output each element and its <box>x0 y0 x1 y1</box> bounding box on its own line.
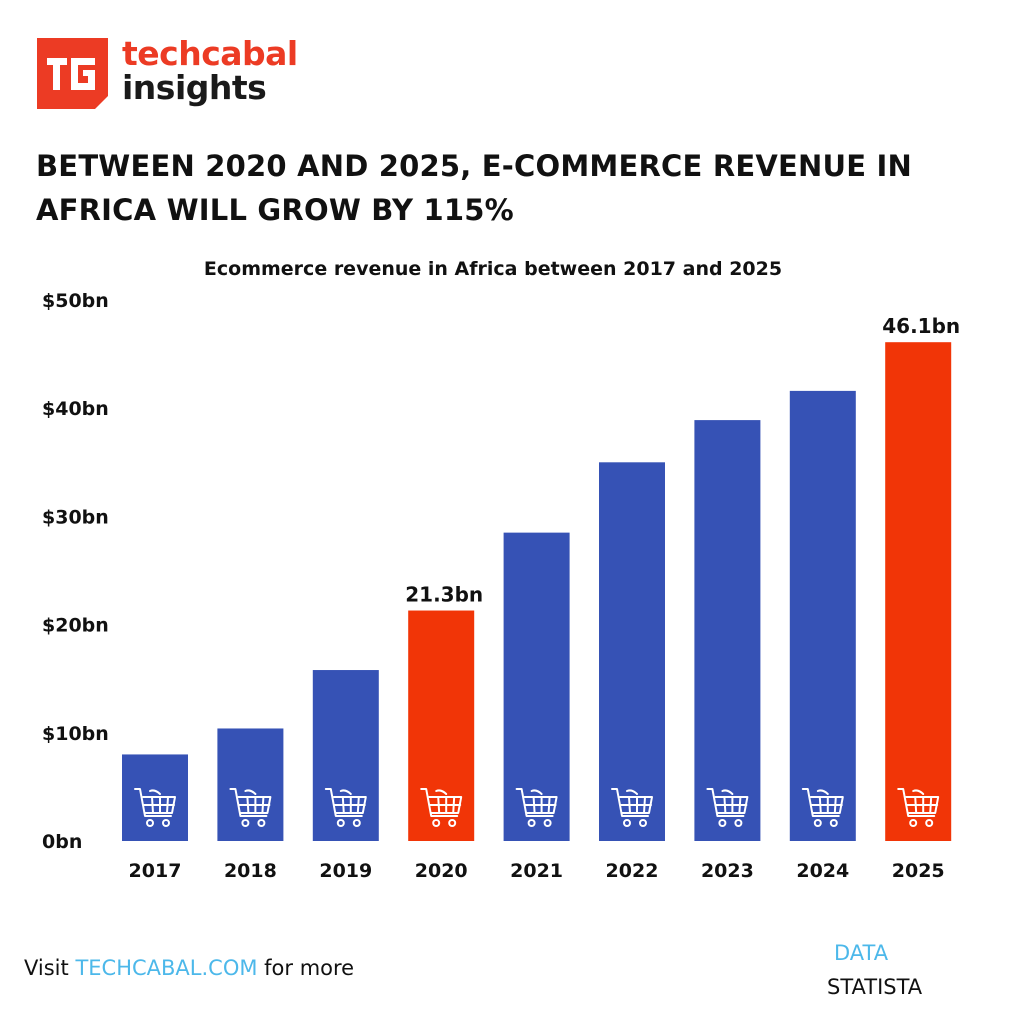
brand-name-bottom: insights <box>122 68 267 107</box>
shopping-cart-icon <box>611 788 653 827</box>
footer-more-text: for more <box>257 956 355 980</box>
brand-name-top: techcabal <box>122 34 298 73</box>
x-tick-label: 2018 <box>224 860 277 882</box>
footer-visit-text: Visit <box>24 956 76 980</box>
x-tick-label: 2019 <box>319 860 372 882</box>
chart-title: Ecommerce revenue in Africa between 2017… <box>204 258 782 280</box>
bar <box>503 532 570 841</box>
bar <box>408 610 475 841</box>
y-tick-label: $30bn <box>42 506 109 528</box>
shopping-cart-icon <box>897 788 940 827</box>
headline: BETWEEN 2020 AND 2025, E-COMMERCE REVENU… <box>36 149 912 227</box>
x-tick-label: 2022 <box>606 860 659 882</box>
footer-cta: Visit TECHCABAL.COM for more <box>24 956 354 980</box>
x-tick-label: 2025 <box>892 860 945 882</box>
x-tick-label: 2023 <box>701 860 754 882</box>
source-name: STATISTA <box>827 975 923 999</box>
shopping-cart-icon <box>515 788 558 827</box>
shopping-cart-icon <box>324 788 367 827</box>
bar <box>599 462 665 841</box>
y-tick-label: $40bn <box>42 398 109 420</box>
x-tick-label: 2020 <box>415 860 468 882</box>
bar <box>885 342 952 841</box>
brand-logo: techcabal insights <box>37 34 337 112</box>
x-tick-label: 2017 <box>129 860 182 882</box>
x-tick-label: 2024 <box>796 860 849 882</box>
shopping-cart-icon <box>134 788 176 827</box>
y-tick-label: $10bn <box>42 723 109 745</box>
source-label: DATA <box>834 941 889 965</box>
y-tick-label: $50bn <box>42 290 109 312</box>
x-tick-label: 2021 <box>510 860 563 882</box>
techcabal-logo-icon <box>37 38 108 109</box>
shopping-cart-icon <box>420 788 463 827</box>
shopping-cart-icon <box>229 788 272 827</box>
y-tick-label: $20bn <box>42 615 109 637</box>
bar <box>217 728 284 841</box>
shopping-cart-icon <box>706 788 749 827</box>
y-tick-label: 0bn <box>42 831 82 853</box>
bar <box>789 390 856 841</box>
footer-link[interactable]: TECHCABAL.COM <box>75 956 258 980</box>
bar <box>694 420 761 841</box>
data-label: 46.1bn <box>882 314 960 338</box>
shopping-cart-icon <box>801 788 844 827</box>
data-label: 21.3bn <box>405 583 483 607</box>
bar-chart: Ecommerce revenue in Africa between 2017… <box>42 258 960 882</box>
